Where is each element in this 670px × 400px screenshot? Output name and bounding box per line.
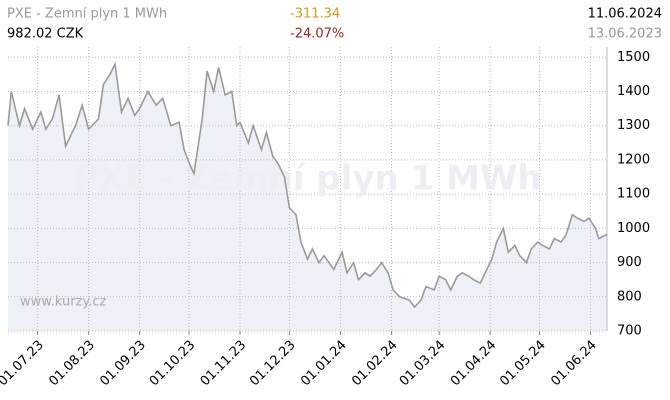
date-from: 13.06.2023 (588, 27, 662, 42)
x-tick-label: 01.11.23 (198, 338, 250, 390)
x-tick-label: 01.12.23 (247, 338, 299, 390)
watermark: PXE - Zemní plyn 1 MWh (73, 159, 541, 199)
source: www.kurzy.cz (20, 295, 106, 310)
x-tick-label: 01.05.24 (497, 338, 549, 390)
y-tick-label: 800 (617, 289, 642, 304)
x-tick-label: 01.08.23 (46, 338, 98, 390)
x-tick-label: 01.10.23 (147, 338, 199, 390)
area (8, 64, 607, 331)
x-tick-label: 01.04.24 (448, 338, 500, 390)
x-tick-label: 01.06.24 (548, 338, 600, 390)
y-tick-label: 1000 (617, 221, 650, 236)
price-line (7, 61, 608, 309)
x-tick-label: 01.07.23 (0, 338, 47, 390)
x-tick-label: 01.09.23 (97, 338, 149, 390)
x-tick-label: 01.03.24 (397, 338, 449, 390)
change: -311.34 (290, 7, 340, 22)
y-tick-label: 900 (617, 255, 642, 270)
x-tick-label: 01.01.24 (298, 338, 350, 390)
chart-title: PXE - Zemní plyn 1 MWh (7, 7, 167, 22)
y-tick-label: 700 (617, 324, 642, 339)
y-tick-label: 1300 (617, 118, 650, 133)
y-tick-label: 1500 (617, 50, 650, 65)
y-tick-label: 1100 (617, 187, 650, 202)
change-pct: -24.07% (290, 27, 344, 42)
y-tick-label: 1200 (617, 152, 650, 167)
last-price: 982.02 CZK (7, 27, 84, 42)
date-to: 11.06.2024 (588, 7, 662, 22)
x-tick-label: 01.02.24 (349, 338, 401, 390)
y-tick-label: 1400 (617, 84, 650, 99)
